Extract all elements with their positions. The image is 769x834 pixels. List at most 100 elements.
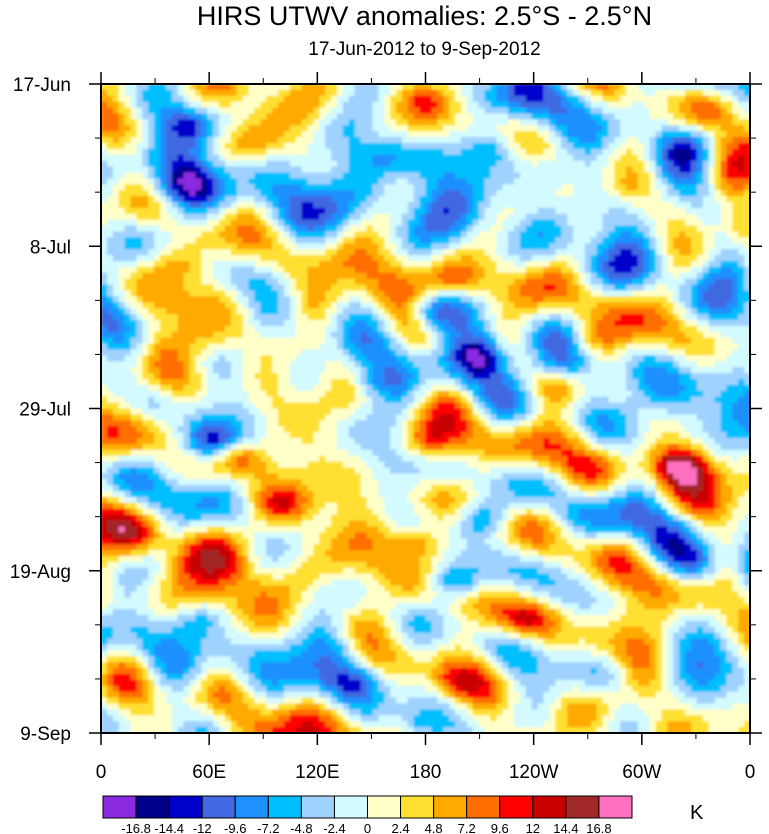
field-cell [171, 337, 179, 345]
field-cell [289, 107, 297, 115]
field-cell [714, 219, 722, 227]
field-cell [608, 119, 615, 126]
field-cell [573, 225, 580, 233]
field-cell [177, 101, 185, 109]
field-cell [484, 119, 491, 126]
field-cell [460, 137, 468, 144]
field-cell [578, 89, 586, 97]
field-cell [313, 143, 320, 150]
field-cell [154, 184, 161, 191]
field-cell [643, 125, 651, 132]
field-cell [195, 172, 202, 179]
field-cell [537, 314, 545, 321]
field-cell [596, 266, 604, 274]
field-cell [366, 219, 373, 227]
field-cell [726, 207, 733, 215]
field-cell [171, 143, 179, 150]
field-cell [744, 84, 750, 91]
field-cell [112, 325, 120, 333]
field-cell [295, 131, 303, 138]
field-cell [484, 320, 491, 327]
field-cell [460, 290, 468, 297]
field-cell [602, 166, 609, 174]
field-cell [449, 243, 456, 250]
field-cell [295, 290, 303, 297]
field-cell [278, 278, 285, 286]
field-cell [348, 325, 356, 333]
field-cell [696, 131, 704, 138]
field-cell [578, 101, 586, 109]
chart-title: HIRS UTWV anomalies: 2.5°S - 2.5°N [196, 1, 653, 31]
field-cell [171, 320, 179, 327]
field-cell [337, 284, 344, 292]
field-cell [602, 148, 609, 156]
field-cell [124, 308, 132, 315]
field-cell [738, 249, 745, 256]
field-cell [171, 278, 179, 286]
field-cell [419, 231, 427, 238]
field-cell [160, 272, 167, 280]
field-cell [213, 95, 220, 103]
field-cell [325, 190, 332, 197]
field-cell [106, 143, 114, 150]
field-cell [396, 308, 403, 315]
field-cell [602, 231, 609, 238]
field-cell [643, 249, 651, 256]
field-cell [177, 172, 185, 179]
field-cell [720, 160, 727, 168]
field-cell [136, 255, 143, 262]
field-cell [460, 261, 468, 268]
field-cell [219, 249, 226, 256]
field-cell [443, 113, 450, 120]
field-cell [702, 190, 710, 197]
field-cell [726, 89, 733, 97]
field-cell [112, 178, 120, 185]
field-cell [590, 266, 598, 274]
field-cell [696, 119, 704, 126]
field-cell [525, 95, 533, 103]
field-cell [502, 290, 509, 297]
field-cell [543, 213, 550, 221]
field-cell [637, 231, 645, 238]
field-cell [289, 89, 297, 97]
field-cell [443, 296, 450, 303]
field-cell [490, 290, 497, 297]
field-cell [643, 119, 651, 126]
field-cell [248, 296, 255, 303]
field-cell [213, 349, 220, 356]
field-cell [337, 84, 344, 91]
field-cell [708, 207, 716, 215]
field-cell [614, 125, 621, 132]
field-cell [319, 89, 326, 97]
field-cell [602, 278, 609, 286]
field-cell [372, 266, 379, 274]
field-cell [578, 278, 586, 286]
field-cell [112, 284, 120, 292]
field-cell [183, 184, 191, 191]
field-cell [372, 125, 379, 132]
field-cell [366, 308, 373, 315]
field-cell [112, 302, 120, 309]
field-cell [514, 302, 521, 309]
field-cell [460, 178, 468, 185]
field-cell [272, 125, 279, 132]
field-cell [283, 196, 291, 203]
field-cell [254, 125, 261, 132]
field-cell [543, 284, 550, 292]
field-cell [201, 196, 208, 203]
field-cell [425, 237, 432, 244]
field-cell [455, 272, 462, 280]
field-cell [443, 148, 450, 156]
field-cell [732, 160, 739, 168]
field-cell [561, 160, 568, 168]
field-cell [632, 261, 639, 268]
field-cell [124, 84, 132, 91]
field-cell [508, 89, 515, 97]
field-cell [201, 131, 208, 138]
field-cell [148, 343, 155, 351]
field-cell [673, 178, 680, 185]
field-cell [354, 202, 362, 209]
field-cell [407, 84, 415, 91]
field-cell [189, 237, 196, 244]
field-cell [478, 302, 486, 309]
